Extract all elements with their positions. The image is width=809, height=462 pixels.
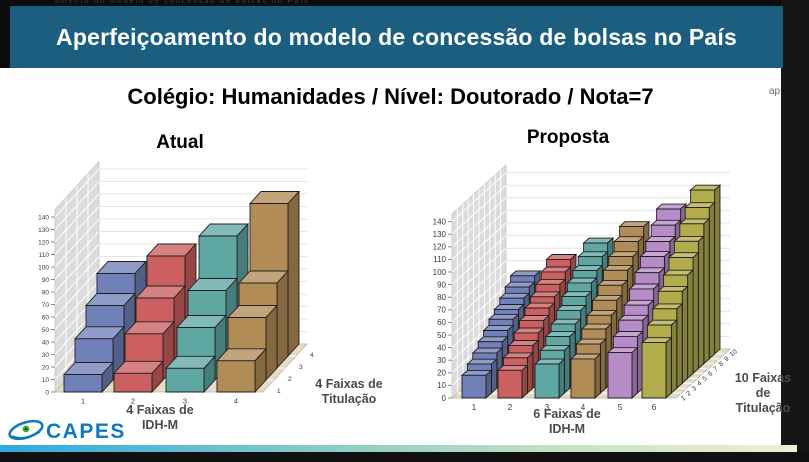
svg-text:40: 40	[437, 343, 446, 352]
svg-text:2: 2	[508, 403, 513, 412]
svg-text:9: 9	[723, 355, 730, 363]
svg-text:130: 130	[38, 227, 49, 234]
svg-text:2: 2	[131, 397, 135, 406]
svg-text:90: 90	[42, 277, 50, 284]
slide-title: Aperfeiçoamento do modelo de concessão d…	[56, 23, 737, 50]
svg-text:20: 20	[42, 364, 50, 371]
svg-text:80: 80	[437, 293, 446, 302]
svg-text:60: 60	[42, 314, 50, 321]
svg-text:130: 130	[433, 230, 447, 239]
footer-gradient-bar	[0, 445, 797, 452]
svg-text:1: 1	[81, 397, 85, 406]
chart-atual-xaxis-label: 4 Faixas de IDH-M	[126, 403, 194, 432]
svg-text:120: 120	[433, 243, 447, 252]
svg-text:100: 100	[38, 264, 49, 271]
svg-text:20: 20	[437, 369, 446, 378]
svg-text:100: 100	[433, 268, 447, 277]
svg-text:50: 50	[437, 331, 446, 340]
svg-text:3: 3	[183, 397, 187, 406]
svg-text:1: 1	[680, 395, 687, 403]
capes-logo: CAPES	[8, 419, 126, 443]
clipped-top-text: amento do modelo de concessão de bolsas …	[55, 0, 310, 5]
svg-text:8: 8	[718, 360, 725, 368]
svg-text:0: 0	[45, 389, 49, 396]
svg-text:4: 4	[696, 380, 703, 388]
svg-text:1: 1	[277, 388, 281, 395]
svg-text:4: 4	[310, 352, 314, 359]
svg-text:4: 4	[581, 403, 586, 412]
footer-black-bar	[0, 452, 809, 462]
slide-title-bar: Aperfeiçoamento do modelo de concessão d…	[10, 6, 783, 68]
svg-text:140: 140	[433, 217, 447, 226]
capes-eye-icon	[8, 419, 44, 441]
chart-atual-zaxis-label: 4 Faixas de Titulação	[315, 377, 383, 406]
chart-proposta-zaxis-label: 10 Faixas de Titulação	[734, 371, 792, 415]
chart-proposta-title: Proposta	[526, 127, 610, 148]
svg-text:2: 2	[288, 376, 292, 383]
capes-logo-text: CAPES	[46, 420, 126, 443]
svg-text:0: 0	[442, 394, 447, 403]
svg-text:5: 5	[702, 375, 709, 383]
svg-text:2: 2	[685, 390, 692, 398]
svg-text:3: 3	[691, 385, 698, 393]
svg-text:70: 70	[42, 302, 50, 309]
slide-subtitle: Colégio: Humanidades / Nível: Doutorado …	[127, 84, 654, 109]
svg-text:80: 80	[42, 289, 50, 296]
svg-text:1: 1	[472, 403, 477, 412]
svg-text:110: 110	[39, 252, 50, 259]
svg-text:70: 70	[437, 306, 446, 315]
svg-text:30: 30	[437, 356, 446, 365]
svg-text:50: 50	[42, 327, 50, 334]
svg-text:7: 7	[712, 365, 719, 373]
svg-text:3: 3	[299, 364, 303, 371]
svg-text:30: 30	[42, 352, 50, 359]
right-black-margin	[781, 0, 809, 462]
svg-text:60: 60	[437, 318, 446, 327]
svg-text:40: 40	[42, 339, 50, 346]
svg-text:5: 5	[618, 403, 623, 412]
chart-atual-title: Atual	[156, 132, 204, 153]
svg-text:10: 10	[729, 348, 739, 358]
svg-text:120: 120	[38, 239, 49, 246]
svg-text:10: 10	[42, 377, 50, 384]
svg-text:6: 6	[652, 403, 657, 412]
svg-text:4: 4	[234, 397, 238, 406]
clipped-side-text: ap	[769, 86, 781, 97]
svg-text:3: 3	[545, 403, 550, 412]
svg-text:90: 90	[437, 280, 446, 289]
svg-text:110: 110	[433, 255, 446, 264]
chart-proposta-xaxis-label: 6 Faixas de IDH-M	[533, 407, 601, 436]
svg-text:6: 6	[707, 370, 714, 378]
svg-text:140: 140	[38, 214, 49, 221]
svg-text:10: 10	[437, 381, 446, 390]
